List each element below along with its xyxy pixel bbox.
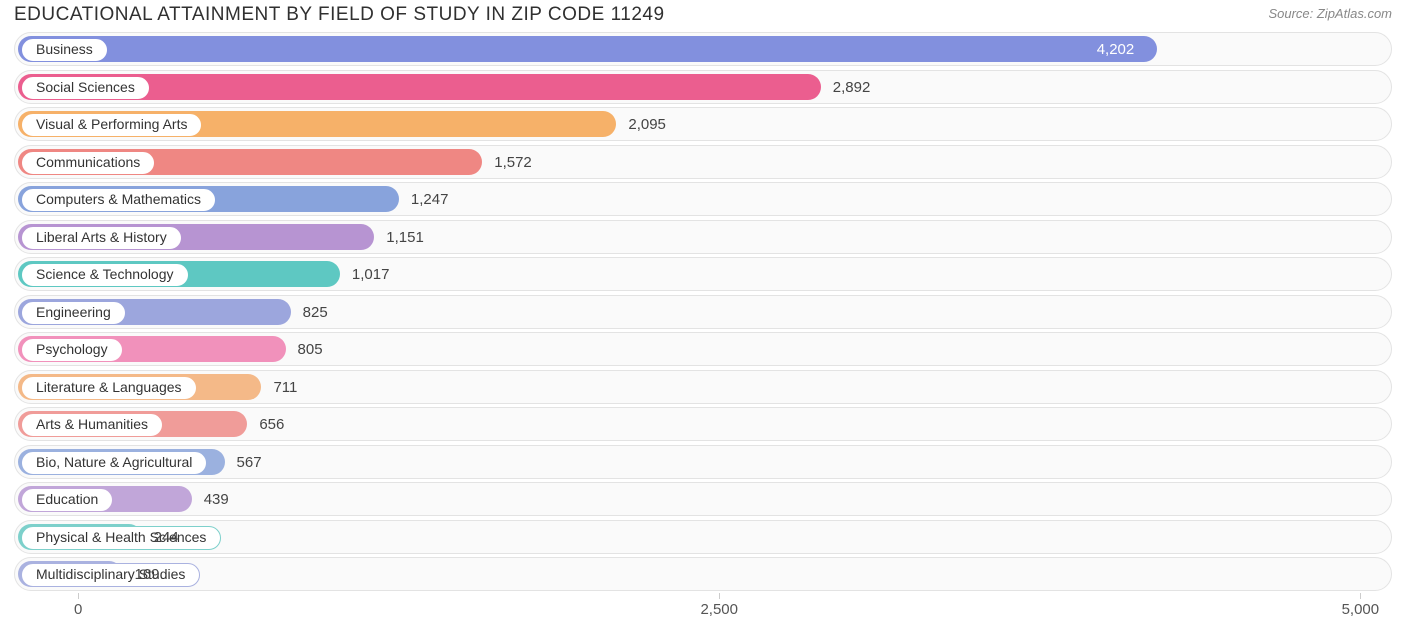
value-label: 1,151 [386, 221, 424, 255]
chart-rows: Business4,202Social Sciences2,892Visual … [14, 32, 1392, 591]
x-axis: 0 2,500 5,000 [14, 595, 1392, 625]
bar-fill [18, 36, 1157, 62]
value-label: 4,202 [1097, 33, 1379, 67]
tick-line [719, 593, 720, 599]
category-pill: Bio, Nature & Agricultural [21, 451, 207, 475]
tick-label: 5,000 [1342, 601, 1380, 618]
category-pill: Multidisciplinary Studies [21, 563, 200, 587]
bar-row: Physical & Health Sciences244 [14, 520, 1392, 554]
value-label: 1,017 [352, 258, 390, 292]
category-pill: Communications [21, 151, 155, 175]
bar-row: Computers & Mathematics 1,247 [14, 182, 1392, 216]
category-pill: Arts & Humanities [21, 413, 163, 437]
bar-row: Communications 1,572 [14, 145, 1392, 179]
chart-header: EDUCATIONAL ATTAINMENT BY FIELD OF STUDY… [0, 0, 1406, 28]
value-label: 656 [259, 408, 284, 442]
bar-row: Education 439 [14, 482, 1392, 516]
category-pill: Liberal Arts & History [21, 226, 182, 250]
chart-area: Business4,202Social Sciences2,892Visual … [0, 28, 1406, 625]
value-label: 1,572 [494, 146, 532, 180]
category-pill: Social Sciences [21, 76, 150, 100]
bar-row: Multidisciplinary Studies169 [14, 557, 1392, 591]
value-label: 805 [298, 333, 323, 367]
value-label: 169 [134, 558, 159, 592]
bar-row: Psychology 805 [14, 332, 1392, 366]
category-pill: Visual & Performing Arts [21, 113, 202, 137]
bar-row: Visual & Performing Arts 2,095 [14, 107, 1392, 141]
bar-row: Liberal Arts & History 1,151 [14, 220, 1392, 254]
bar-row: Bio, Nature & Agricultural 567 [14, 445, 1392, 479]
category-pill: Engineering [21, 301, 126, 325]
bar-row: Business 4,202 [14, 32, 1392, 66]
value-label: 244 [154, 521, 179, 555]
value-label: 1,247 [411, 183, 449, 217]
chart-source: Source: ZipAtlas.com [1268, 4, 1392, 21]
tick-label: 2,500 [700, 601, 738, 618]
category-pill: Literature & Languages [21, 376, 197, 400]
bar-row: Arts & Humanities 656 [14, 407, 1392, 441]
value-label: 567 [237, 446, 262, 480]
value-label: 711 [273, 371, 297, 405]
category-pill: Science & Technology [21, 263, 189, 287]
bar-row: Science & Technology 1,017 [14, 257, 1392, 291]
bar-row: Social Sciences 2,892 [14, 70, 1392, 104]
tick-line [1360, 593, 1361, 599]
category-pill: Business [21, 38, 108, 62]
bar-row: Literature & Languages 711 [14, 370, 1392, 404]
value-label: 2,892 [833, 71, 871, 105]
category-pill: Education [21, 488, 113, 512]
tick-label: 0 [74, 601, 82, 618]
tick-line [78, 593, 79, 599]
chart-title: EDUCATIONAL ATTAINMENT BY FIELD OF STUDY… [14, 4, 665, 26]
category-pill: Computers & Mathematics [21, 188, 216, 212]
value-label: 825 [303, 296, 328, 330]
category-pill: Physical & Health Sciences [21, 526, 221, 550]
value-label: 2,095 [628, 108, 666, 142]
bar-row: Engineering 825 [14, 295, 1392, 329]
value-label: 439 [204, 483, 229, 517]
category-pill: Psychology [21, 338, 123, 362]
